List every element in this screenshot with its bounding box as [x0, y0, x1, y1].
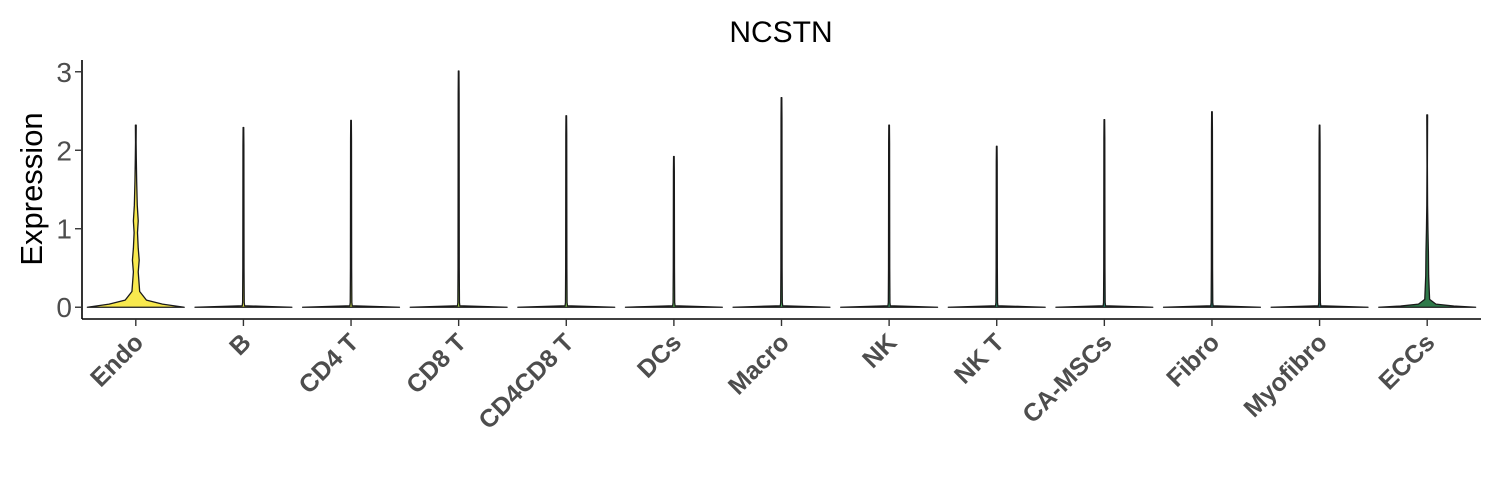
x-tick-label-myofibro: Myofibro — [1238, 328, 1332, 422]
y-tick-label-3: 3 — [56, 57, 72, 88]
x-tick-label-fibro: Fibro — [1161, 328, 1225, 392]
x-tick-label-cd4-t: CD4 T — [293, 328, 364, 399]
violin-ca-mscs — [1055, 119, 1154, 308]
x-axis-ticks: Endo B CD4 T CD8 T CD4CD8 T DCs Macro NK NK T CA-… — [85, 319, 1440, 435]
x-tick-label-b: B — [224, 328, 257, 361]
x-tick-label-cd4cd8-t: CD4CD8 T — [473, 328, 579, 434]
x-tick-label-endo: Endo — [85, 328, 149, 392]
violin-eccs — [1378, 114, 1477, 308]
violin-endo — [86, 124, 185, 308]
x-tick-label-cd8-t: CD8 T — [401, 328, 472, 399]
violin-myofibro — [1270, 124, 1369, 308]
violin-macro — [732, 97, 831, 308]
x-tick-label-eccs: ECCs — [1373, 328, 1440, 395]
violin-nk-t — [947, 145, 1046, 308]
y-axis-label: Expression — [14, 112, 49, 265]
x-tick-label-macro: Macro — [723, 328, 795, 400]
x-tick-label-nk-t: NK T — [949, 328, 1010, 389]
violin-nk — [840, 124, 939, 308]
chart-title: NCSTN — [729, 16, 832, 49]
violin-dcs — [624, 155, 723, 308]
violin-fibro — [1162, 111, 1262, 308]
violin-cd4-t — [301, 119, 401, 308]
y-tick-label-1: 1 — [56, 214, 72, 245]
violin-cd4cd8-t — [517, 115, 616, 308]
x-tick-label-dcs: DCs — [632, 328, 687, 383]
x-tick-label-nk: NK — [857, 328, 902, 373]
violin-b — [194, 126, 293, 308]
x-tick-label-ca-mscs: CA-MSCs — [1017, 328, 1117, 428]
violin-marks — [86, 70, 1477, 308]
y-tick-label-2: 2 — [56, 135, 72, 166]
y-tick-label-0: 0 — [56, 292, 72, 323]
violin-cd8-t — [409, 70, 508, 308]
y-axis-ticks: 0 1 2 3 — [56, 57, 82, 323]
